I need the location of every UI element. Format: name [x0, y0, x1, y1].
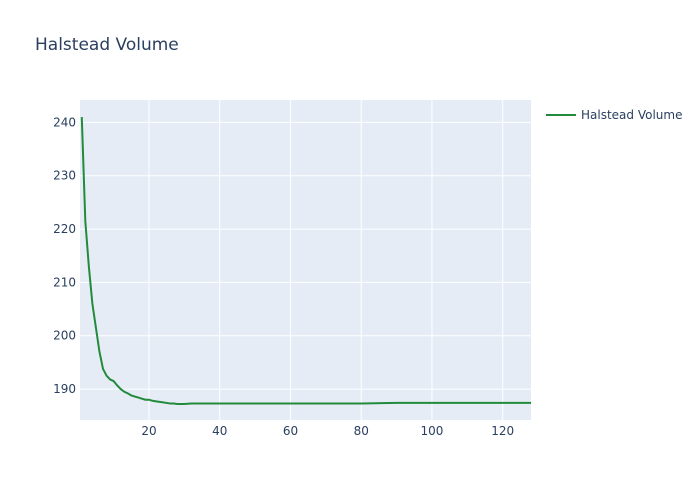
y-axis: 190 200 210 220 230 240: [53, 115, 76, 396]
x-tick-label: 60: [283, 424, 298, 438]
legend[interactable]: Halstead Volume: [546, 108, 682, 122]
legend-label: Halstead Volume: [581, 108, 682, 122]
chart-title: Halstead Volume: [35, 35, 179, 55]
series-line: [80, 117, 531, 405]
x-axis: 20 40 60 80 100 120: [141, 424, 514, 438]
x-tick-label: 20: [141, 424, 156, 438]
plot-area: [80, 100, 531, 420]
x-tick-label: 80: [354, 424, 369, 438]
x-tick-label: 120: [491, 424, 514, 438]
series-group: [80, 117, 531, 405]
x-tick-label: 40: [212, 424, 227, 438]
y-tick-label: 240: [53, 115, 76, 129]
x-tick-label: 100: [421, 424, 444, 438]
y-tick-label: 220: [53, 222, 76, 236]
grid: [80, 100, 531, 420]
y-tick-label: 190: [53, 382, 76, 396]
y-tick-label: 200: [53, 329, 76, 343]
y-tick-label: 230: [53, 169, 76, 183]
y-tick-label: 210: [53, 275, 76, 289]
